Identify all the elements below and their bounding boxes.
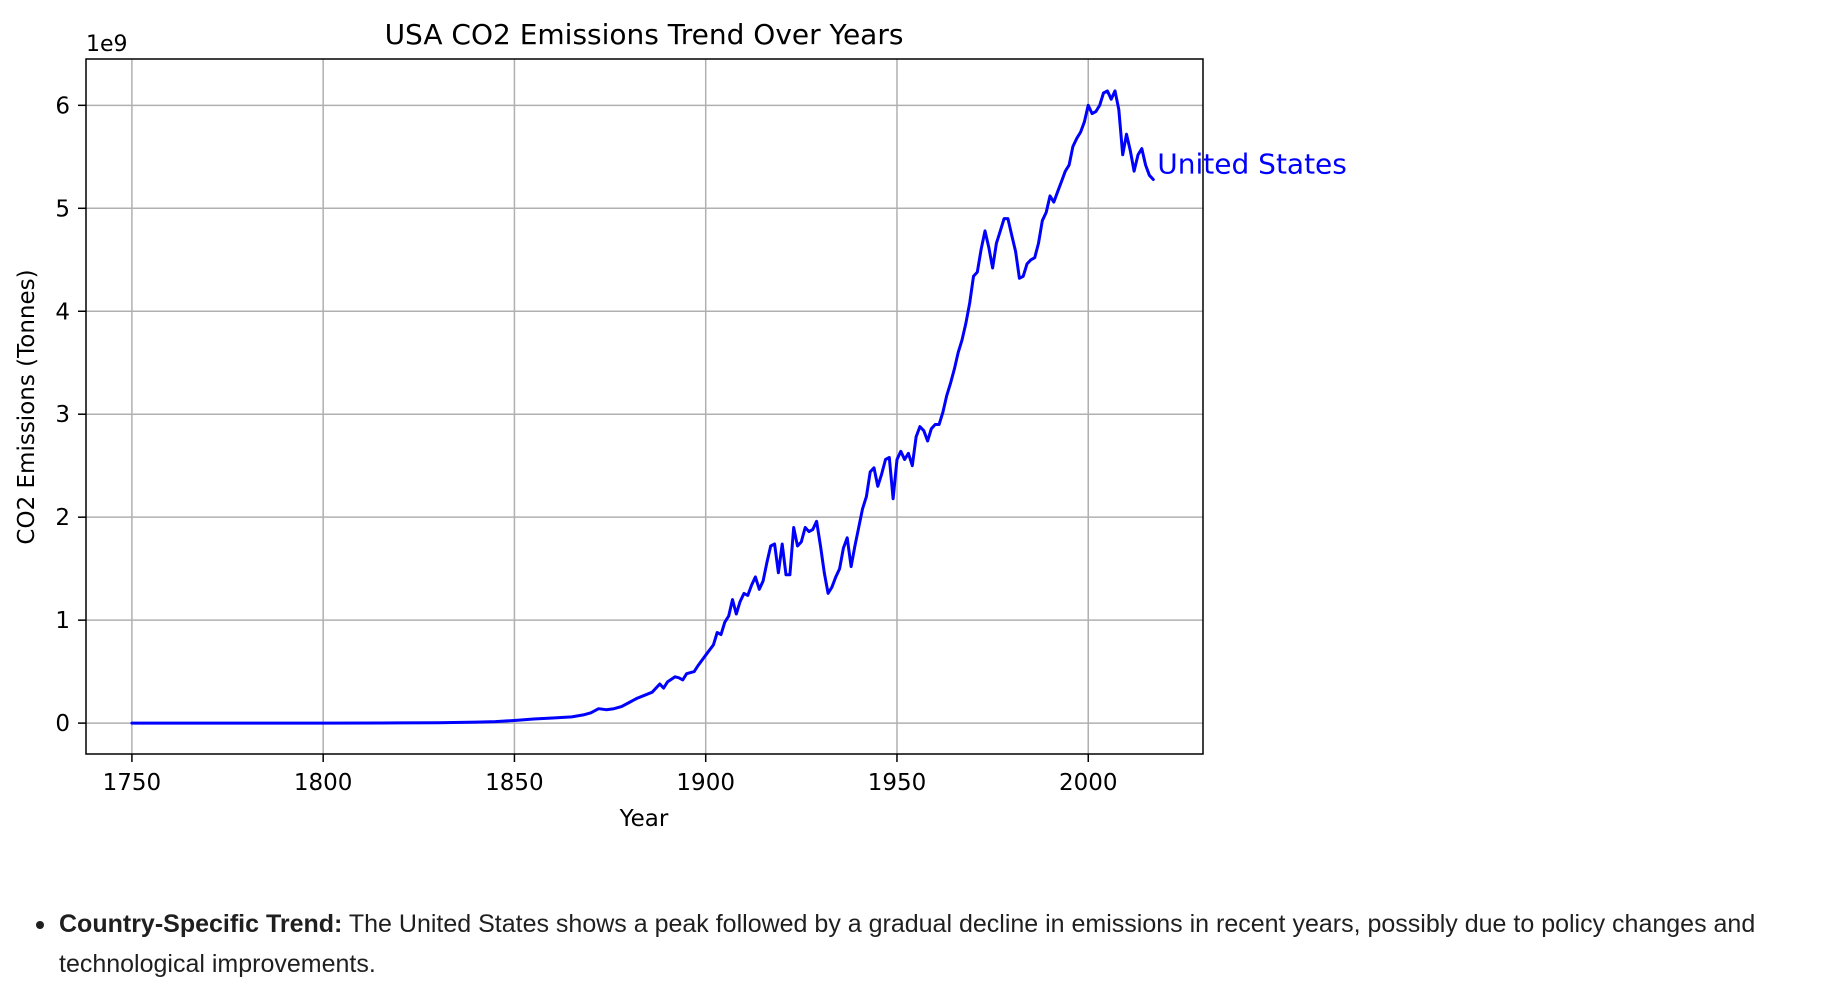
note-text: The United States shows a peak followed … (59, 910, 1756, 978)
y-tick-label: 0 (55, 711, 70, 737)
series-label: United States (1157, 147, 1347, 180)
x-tick-label: 1750 (103, 770, 162, 796)
x-tick-label: 1950 (868, 770, 927, 796)
chart-title: USA CO2 Emissions Trend Over Years (385, 18, 904, 51)
plot-area (85, 58, 1204, 755)
series-line-united-states (130, 89, 1155, 725)
x-tick-label: 1850 (485, 770, 544, 796)
notes-list: Country-Specific Trend: The United State… (22, 904, 1840, 984)
series-group: United States (130, 89, 1347, 725)
y-tick-label: 6 (55, 93, 70, 119)
gridlines (86, 59, 1203, 754)
x-tick-label: 2000 (1059, 770, 1118, 796)
bullet-icon (36, 921, 44, 929)
y-tick-label: 1 (55, 608, 70, 634)
x-axis-label: Year (619, 806, 669, 832)
y-tick-label: 5 (55, 196, 70, 222)
y-tick-label: 4 (55, 299, 70, 325)
y-axis-offset-label: 1e9 (86, 32, 128, 57)
x-tick-label: 1800 (294, 770, 353, 796)
co2-emissions-chart: 1750 1800 1850 1900 1950 2000 0 1 2 3 4 5 6 United S… (14, 18, 1347, 832)
y-tick-label: 3 (55, 402, 70, 428)
y-tick-label: 2 (55, 505, 70, 531)
axis-ticks: 1750 1800 1850 1900 1950 2000 0 1 2 3 4 5 6 (55, 93, 1117, 796)
x-tick-label: 1900 (676, 770, 735, 796)
list-item: Country-Specific Trend: The United State… (22, 904, 1840, 984)
note-heading: Country-Specific Trend: (59, 910, 343, 938)
y-axis-label: CO2 Emissions (Tonnes) (14, 269, 40, 544)
